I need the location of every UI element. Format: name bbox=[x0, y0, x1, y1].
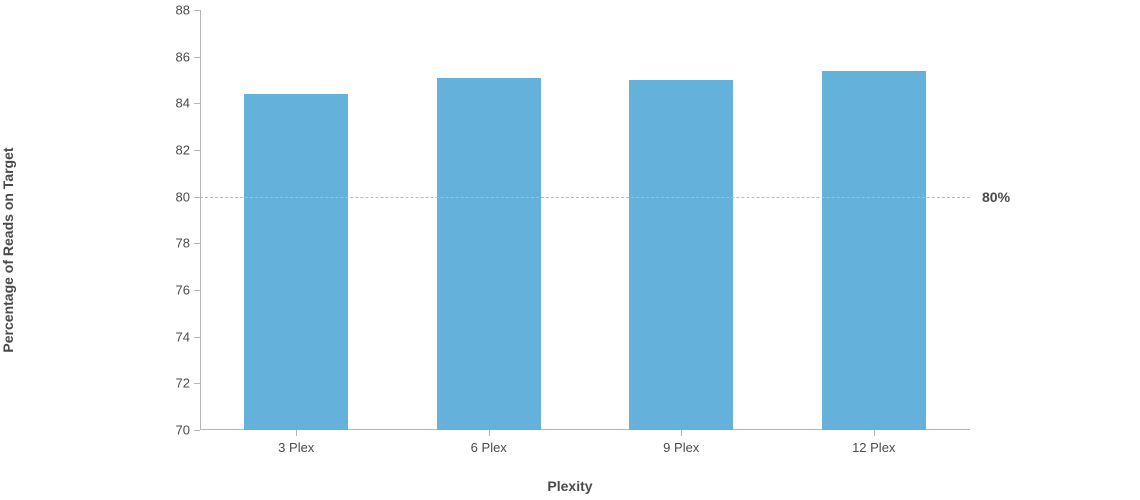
x-tick bbox=[681, 430, 682, 436]
y-tick bbox=[194, 430, 200, 431]
y-tick-label: 82 bbox=[176, 143, 190, 158]
plot-area: 707274767880828486883 Plex6 Plex9 Plex12… bbox=[200, 10, 970, 430]
y-tick bbox=[194, 290, 200, 291]
y-tick bbox=[194, 383, 200, 384]
reference-line bbox=[200, 197, 970, 198]
bar bbox=[437, 78, 541, 430]
x-tick-label: 6 Plex bbox=[471, 440, 507, 455]
y-tick-label: 84 bbox=[176, 96, 190, 111]
x-axis-label: Plexity bbox=[0, 478, 1140, 494]
y-axis bbox=[200, 10, 201, 430]
x-tick-label: 9 Plex bbox=[663, 440, 699, 455]
y-tick bbox=[194, 103, 200, 104]
x-tick bbox=[874, 430, 875, 436]
y-tick bbox=[194, 57, 200, 58]
y-tick-label: 78 bbox=[176, 236, 190, 251]
bar bbox=[822, 71, 926, 430]
x-tick bbox=[489, 430, 490, 436]
y-tick-label: 72 bbox=[176, 376, 190, 391]
y-tick bbox=[194, 243, 200, 244]
reference-line-label: 80% bbox=[982, 189, 1010, 205]
y-tick bbox=[194, 150, 200, 151]
y-tick-label: 86 bbox=[176, 49, 190, 64]
y-tick-label: 70 bbox=[176, 423, 190, 438]
bar bbox=[629, 80, 733, 430]
y-tick-label: 80 bbox=[176, 189, 190, 204]
y-tick-label: 76 bbox=[176, 283, 190, 298]
y-axis-label: Percentage of Reads on Target bbox=[0, 147, 16, 352]
x-tick bbox=[296, 430, 297, 436]
y-tick bbox=[194, 10, 200, 11]
bar-chart: Percentage of Reads on Target Plexity 70… bbox=[0, 0, 1140, 500]
y-tick-label: 74 bbox=[176, 329, 190, 344]
x-tick-label: 12 Plex bbox=[852, 440, 895, 455]
x-tick-label: 3 Plex bbox=[278, 440, 314, 455]
y-tick-label: 88 bbox=[176, 3, 190, 18]
bar bbox=[244, 94, 348, 430]
y-tick bbox=[194, 337, 200, 338]
